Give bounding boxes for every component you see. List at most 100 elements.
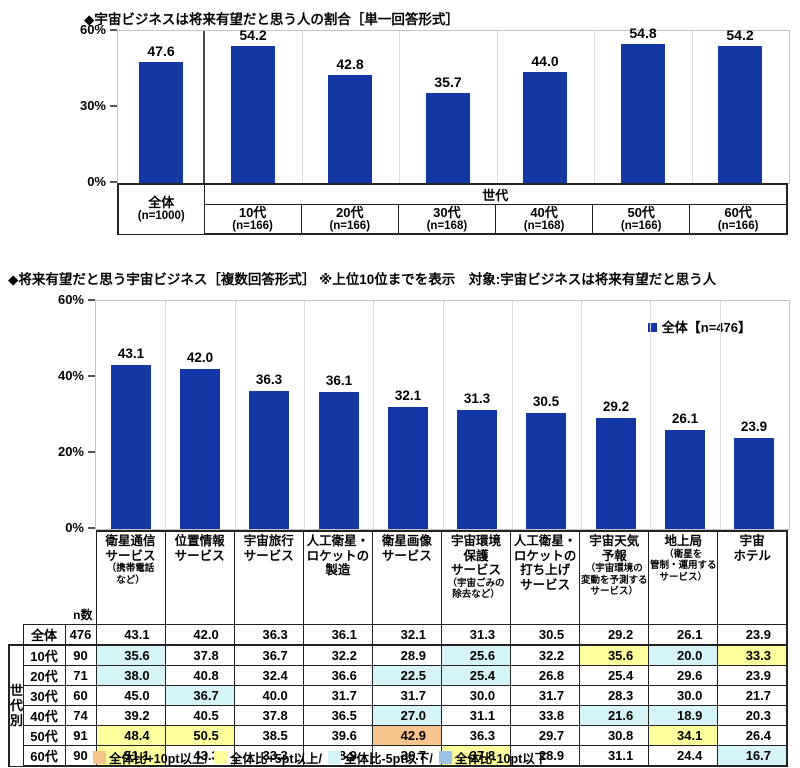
- chart2-legend-label: 全体【n=476】: [661, 320, 751, 335]
- n-value: 60: [64, 685, 97, 706]
- data-cell: 32.2: [302, 644, 373, 666]
- data-cell: 25.4: [440, 665, 512, 686]
- data-cell: 48.4: [95, 725, 166, 746]
- data-cell: 50.5: [164, 725, 235, 746]
- data-cell: 22.5: [371, 665, 442, 686]
- gridline: [497, 31, 498, 183]
- data-cell: 25.4: [579, 665, 650, 686]
- bar-value-label: 36.3: [255, 372, 283, 387]
- y-axis-tick-label: 40%: [57, 368, 84, 383]
- bar: [111, 365, 151, 529]
- data-cell: 33.3: [233, 745, 304, 767]
- data-cell: 26.1: [648, 624, 719, 646]
- data-cell: 45.0: [95, 685, 166, 706]
- chart2-plot: 全体【n=476】 43.1 42.0 36.3 36.1 32.1 31.3 30.5 29…: [95, 300, 790, 530]
- data-cell: 29.2: [579, 624, 650, 646]
- data-cell: 36.3: [440, 725, 512, 746]
- chart1-title: ◆宇宙ビジネスは将来有望だと思う人の割合［単一回答形式］: [84, 12, 459, 27]
- data-cell: 39.6: [302, 725, 373, 746]
- bar: [139, 62, 183, 183]
- data-cell: 36.3: [233, 624, 304, 646]
- gridline: [373, 301, 374, 529]
- legend-color-box-icon: [438, 751, 452, 764]
- legend-color-box-icon: [328, 751, 342, 764]
- gridline: [443, 301, 444, 529]
- y-axis-tick: [88, 451, 95, 453]
- gridline: [692, 31, 693, 183]
- bar-value-label: 54.2: [726, 27, 754, 43]
- data-cell: 28.9: [510, 745, 581, 767]
- bar: [180, 369, 220, 529]
- axis-category-cell: 60代 (n=166): [689, 204, 789, 235]
- data-cell: 31.1: [440, 705, 512, 726]
- bar-value-label: 54.2: [239, 27, 267, 43]
- data-cell: 31.1: [579, 745, 650, 767]
- y-axis-tick-label: 20%: [57, 444, 84, 459]
- bar: [718, 46, 762, 183]
- row-label: 60代: [22, 745, 66, 767]
- gridline: [235, 301, 236, 529]
- axis-category-cell: 50代 (n=166): [592, 204, 691, 235]
- gridline: [650, 301, 651, 529]
- bar-value-label: 42.8: [336, 56, 364, 72]
- data-cell: 30.8: [579, 725, 650, 746]
- bar-value-label: 42.0: [186, 350, 214, 365]
- category-header-cell: 人工衛星・ ロケットの 製造: [302, 530, 373, 625]
- bar: [426, 93, 470, 183]
- data-cell: 28.3: [579, 685, 650, 706]
- y-axis-tick: [110, 29, 117, 31]
- y-axis-tick: [88, 375, 95, 377]
- bar: [665, 430, 705, 529]
- gridline: [165, 301, 166, 529]
- row-label: 10代: [22, 644, 66, 666]
- category-header-cell: 宇宙環境 保護 サービス （宇宙ごみの 除去など）: [440, 530, 512, 625]
- gridline: [720, 301, 721, 529]
- chart1-axis-table: 全体 (n=1000) 世代 10代 (n=166) 20代 (n=166) 30代 (n=16…: [117, 183, 789, 235]
- data-cell: 32.2: [510, 644, 581, 666]
- y-axis-tick: [88, 527, 95, 529]
- column-separator: [203, 31, 205, 183]
- chart2-legend: 全体【n=476】: [647, 317, 751, 336]
- y-axis-tick: [88, 299, 95, 301]
- data-cell: 39.2: [95, 705, 166, 726]
- gridline: [399, 31, 400, 183]
- axis-category-cell: 10代 (n=166): [203, 204, 302, 235]
- row-label: 40代: [22, 705, 66, 726]
- chart2-title: ◆将来有望だと思う宇宙ビジネス［複数回答形式］ ※上位10位までを表示 対象:宇…: [8, 272, 717, 287]
- table-row: 全体 476 43.1 42.0 36.3 36.1 32.1 31.3 30.5 29.2 26.…: [9, 624, 789, 646]
- table-row: 30代 60 45.0 36.7 40.0 31.7 31.7 30.0 31.7 28.3 30.…: [9, 685, 789, 706]
- n-value: 74: [64, 705, 97, 726]
- table-row: 50代 91 48.4 50.5 38.5 39.6 42.9 36.3 29.7 30.8 34.…: [9, 725, 789, 746]
- legend-item-label: 全体比+10pt以上/: [109, 752, 208, 766]
- data-cell: 23.9: [717, 665, 789, 686]
- data-cell: 23.9: [717, 624, 789, 646]
- data-cell: 26.8: [510, 665, 581, 686]
- bar-value-label: 47.6: [147, 43, 175, 59]
- table-row: 世代別 10代 90 35.6 37.8 36.7 32.2 28.9 25.6 32.2 35.6…: [8, 644, 789, 767]
- gridline: [594, 31, 595, 183]
- legend-color-box-icon: [213, 751, 227, 764]
- data-cell: 40.5: [164, 705, 235, 726]
- bar: [526, 413, 566, 529]
- y-axis-tick-label: 0%: [65, 520, 84, 535]
- gridline: [581, 301, 582, 529]
- bar-value-label: 36.1: [325, 373, 353, 388]
- category-header-cell: 宇宙 ホテル: [717, 530, 789, 625]
- data-cell: 31.3: [440, 624, 512, 646]
- bar: [328, 75, 372, 183]
- data-cell: 31.7: [510, 685, 581, 706]
- bar: [734, 438, 774, 529]
- data-cell: 36.1: [302, 624, 373, 646]
- data-cell: 38.5: [233, 725, 304, 746]
- category-header-cell: 位置情報 サービス: [164, 530, 235, 625]
- bar: [249, 391, 289, 529]
- n-value: 476: [64, 624, 97, 646]
- y-axis-tick-label: 30%: [79, 98, 106, 113]
- bar-value-label: 44.0: [531, 53, 559, 69]
- data-cell: 28.9: [371, 644, 442, 666]
- legend-item-label: 全体比+5pt以上/: [229, 752, 323, 766]
- axis-category-cell: 40代 (n=168): [494, 204, 594, 235]
- data-cell: 32.1: [371, 624, 442, 646]
- category-header-cell: 宇宙天気 予報 （宇宙環境の 変動を予測する サービス）: [579, 530, 650, 625]
